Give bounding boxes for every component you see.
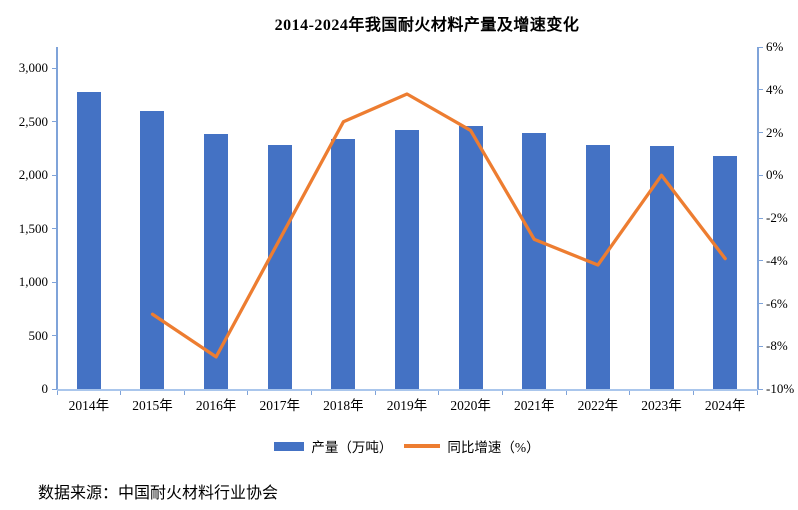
x-axis-category-label: 2021年 <box>514 398 555 413</box>
y-axis-left-tick <box>52 281 57 283</box>
legend-label-production: 产量（万吨） <box>311 440 393 455</box>
y-axis-left-tick-label: 1,500 <box>18 220 48 236</box>
bar-2016年 <box>204 134 229 389</box>
y-axis-right-tick <box>758 132 763 133</box>
chart-legend: 产量（万吨） 同比增速（%） <box>57 436 757 456</box>
y-axis-right-tick-label: 2% <box>766 124 784 140</box>
x-axis-tick <box>501 391 503 395</box>
x-axis-category-label: 2014年 <box>68 398 110 413</box>
y-axis-right-tick-label: -6% <box>766 295 788 311</box>
line-swatch-icon <box>404 444 441 448</box>
bar-2015年 <box>140 111 165 389</box>
bar-2018年 <box>331 139 356 389</box>
bar-2019年 <box>395 130 419 389</box>
y-axis-right-tick-label: -4% <box>766 252 788 268</box>
y-axis-right-tick-label: 6% <box>766 39 784 54</box>
y-axis-left-tick <box>52 388 57 390</box>
x-axis-category-label: 2015年 <box>132 398 173 413</box>
y-axis-right-tick <box>758 89 763 91</box>
y-axis-left-tick-label: 3,000 <box>18 60 48 76</box>
x-axis-tick <box>438 391 440 395</box>
y-axis-left-tick <box>52 335 57 337</box>
y-axis-right-tick <box>758 174 763 176</box>
bar-2020年 <box>458 125 483 389</box>
legend-item-growth: 同比增速（%） <box>404 436 540 456</box>
y-axis-left-tick <box>52 67 57 69</box>
x-axis-tick <box>756 391 758 395</box>
y-axis-left-tick-label: 2,000 <box>18 167 48 183</box>
data-source: 数据来源：中国耐火材料行业协会 <box>38 485 279 502</box>
x-axis-category-label: 2017年 <box>259 398 300 413</box>
chart-title: 2014-2024年我国耐火材料产量及增速变化 <box>274 17 580 34</box>
x-axis-category-label: 2024年 <box>704 398 746 413</box>
legend-item-production: 产量（万吨） <box>274 436 392 456</box>
y-axis-right-tick-label: 0% <box>766 167 784 183</box>
x-axis-category-label: 2022年 <box>577 398 619 413</box>
x-axis-tick <box>692 391 694 395</box>
bar-swatch-icon <box>274 441 305 451</box>
growth-line <box>150 92 727 359</box>
y-axis-right-tick <box>758 46 763 48</box>
x-axis-category-label: 2020年 <box>450 398 491 413</box>
bar-2022年 <box>585 144 610 389</box>
y-axis-left-tick-label: 2,500 <box>18 113 48 129</box>
x-axis-tick <box>120 391 122 395</box>
y-axis-left-line <box>56 47 58 389</box>
x-axis-tick <box>374 391 376 395</box>
x-axis-tick <box>247 391 249 395</box>
y-axis-right-tick <box>758 217 763 219</box>
x-axis-tick <box>629 391 631 395</box>
x-axis-tick <box>183 391 185 395</box>
y-axis-right-tick <box>758 260 763 262</box>
bar-2023年 <box>649 145 674 389</box>
x-axis-line <box>57 389 758 391</box>
bar-2021年 <box>522 133 547 389</box>
y-axis-left-tick-label: 500 <box>28 327 49 343</box>
y-axis-right-tick <box>758 303 763 304</box>
x-axis-tick <box>565 391 567 395</box>
y-axis-right-tick-label: -2% <box>766 210 788 225</box>
bar-2024年 <box>713 156 738 389</box>
x-axis-tick <box>311 391 313 395</box>
y-axis-right-tick-label: -8% <box>766 338 788 354</box>
y-axis-left-tick <box>52 121 57 123</box>
y-axis-left-tick <box>52 174 57 176</box>
y-axis-right-tick-label: -10% <box>766 381 795 396</box>
y-axis-right-tick-label: 4% <box>766 81 784 97</box>
x-axis-tick <box>56 391 58 395</box>
x-axis-category-label: 2016年 <box>195 398 237 413</box>
y-axis-right-tick <box>758 345 763 347</box>
y-axis-right-tick <box>758 388 763 390</box>
bar-2017年 <box>267 144 292 389</box>
x-axis-category-label: 2018年 <box>323 398 364 413</box>
bar-2014年 <box>76 91 101 389</box>
y-axis-right-line <box>757 47 759 389</box>
y-axis-left-tick-label: 0 <box>41 381 49 396</box>
x-axis-category-label: 2019年 <box>386 398 428 413</box>
legend-label-growth: 同比增速（%） <box>447 440 540 455</box>
y-axis-left-tick-label: 1,000 <box>18 274 48 290</box>
chart-area: 0 500 1,000 1,500 2,000 2,500 3,000 6% 4% 2% 0% -2%… <box>18 39 795 413</box>
y-axis-left-tick <box>52 228 57 230</box>
x-axis-category-label: 2023年 <box>641 398 682 413</box>
